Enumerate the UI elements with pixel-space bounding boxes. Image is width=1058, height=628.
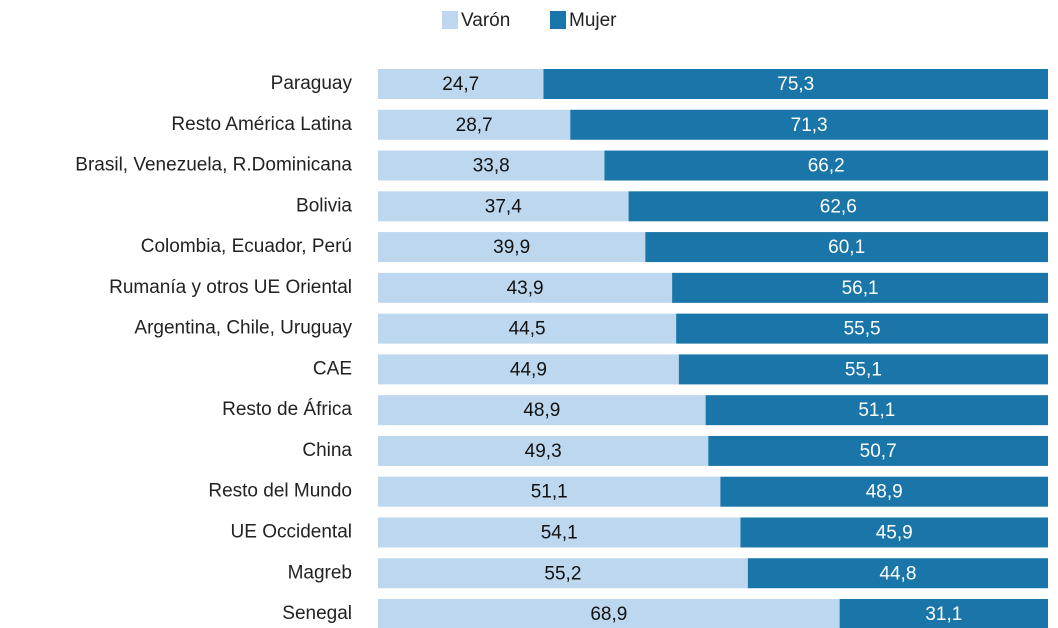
bar-segment — [378, 599, 840, 628]
y-tick-label: Bolivia — [296, 195, 352, 216]
y-tick-label: CAE — [313, 358, 352, 379]
bar-segment — [570, 109, 1048, 140]
y-tick-label: Colombia, Ecuador, Perú — [141, 236, 352, 257]
bar-segment — [378, 150, 605, 181]
data-label: 31,1 — [925, 604, 962, 625]
data-label: 44,9 — [510, 359, 547, 380]
data-label: 56,1 — [842, 278, 879, 299]
data-label: 55,5 — [844, 319, 881, 340]
y-tick-label: Senegal — [282, 603, 352, 624]
data-label: 49,3 — [525, 441, 562, 462]
data-label: 66,2 — [808, 156, 845, 177]
legend-swatch — [550, 11, 566, 29]
data-label: 44,5 — [509, 319, 546, 340]
y-tick-label: Brasil, Venezuela, R.Dominicana — [75, 155, 352, 176]
bar-segment — [378, 313, 677, 344]
bar-segment — [628, 191, 1048, 222]
bar-segment — [378, 109, 571, 140]
bar-segment — [740, 517, 1048, 548]
bar-segment — [378, 476, 721, 507]
data-label: 48,9 — [866, 482, 903, 503]
legend-label: Varón — [461, 10, 510, 31]
data-label: 75,3 — [777, 74, 814, 95]
y-tick-label: UE Occidental — [231, 521, 352, 542]
y-tick-label: Paraguay — [271, 73, 353, 94]
legend-swatch — [442, 11, 458, 29]
bar-segment — [378, 232, 646, 263]
bar-segment — [378, 395, 706, 426]
data-label: 55,1 — [845, 359, 882, 380]
bar-segment — [672, 272, 1048, 303]
data-label: 33,8 — [473, 156, 510, 177]
y-tick-label: Resto América Latina — [171, 114, 352, 135]
data-label: 39,9 — [493, 237, 530, 258]
data-label: 55,2 — [544, 563, 581, 584]
data-label: 71,3 — [791, 115, 828, 136]
bar-segment — [378, 354, 679, 385]
bar-segment — [604, 150, 1048, 181]
legend-label: Mujer — [569, 10, 617, 31]
y-tick-label: China — [302, 440, 352, 461]
bar-segment — [678, 354, 1048, 385]
bar-segment — [676, 313, 1048, 344]
bar-segment — [839, 599, 1048, 628]
bar-segment — [543, 69, 1048, 99]
bar-segment — [645, 232, 1048, 263]
data-label: 45,9 — [876, 522, 913, 543]
bar-segment — [378, 69, 544, 99]
data-label: 28,7 — [456, 115, 493, 136]
y-tick-label: Rumanía y otros UE Oriental — [109, 277, 352, 298]
data-label: 51,1 — [858, 400, 895, 421]
data-label: 37,4 — [485, 196, 522, 217]
y-tick-label: Resto del Mundo — [208, 481, 352, 502]
bar-segment — [378, 517, 741, 548]
data-label: 24,7 — [442, 74, 479, 95]
data-label: 50,7 — [860, 441, 897, 462]
data-label: 44,8 — [879, 563, 916, 584]
data-label: 43,9 — [507, 278, 544, 299]
data-label: 54,1 — [541, 522, 578, 543]
bar-segment — [378, 272, 673, 303]
data-label: 62,6 — [820, 196, 857, 217]
y-tick-label: Resto de África — [222, 399, 352, 420]
bar-segment — [708, 435, 1048, 466]
data-label: 68,9 — [590, 604, 627, 625]
bar-segment — [378, 191, 629, 222]
data-label: 60,1 — [828, 237, 865, 258]
bar-segment — [720, 476, 1048, 507]
y-tick-label: Argentina, Chile, Uruguay — [134, 318, 352, 339]
y-tick-label: Magreb — [288, 562, 352, 583]
data-label: 48,9 — [523, 400, 560, 421]
bar-segment — [747, 558, 1048, 589]
bar-segment — [378, 435, 709, 466]
bar-segment — [705, 395, 1048, 426]
data-label: 51,1 — [531, 482, 568, 503]
bar-segment — [378, 558, 748, 589]
